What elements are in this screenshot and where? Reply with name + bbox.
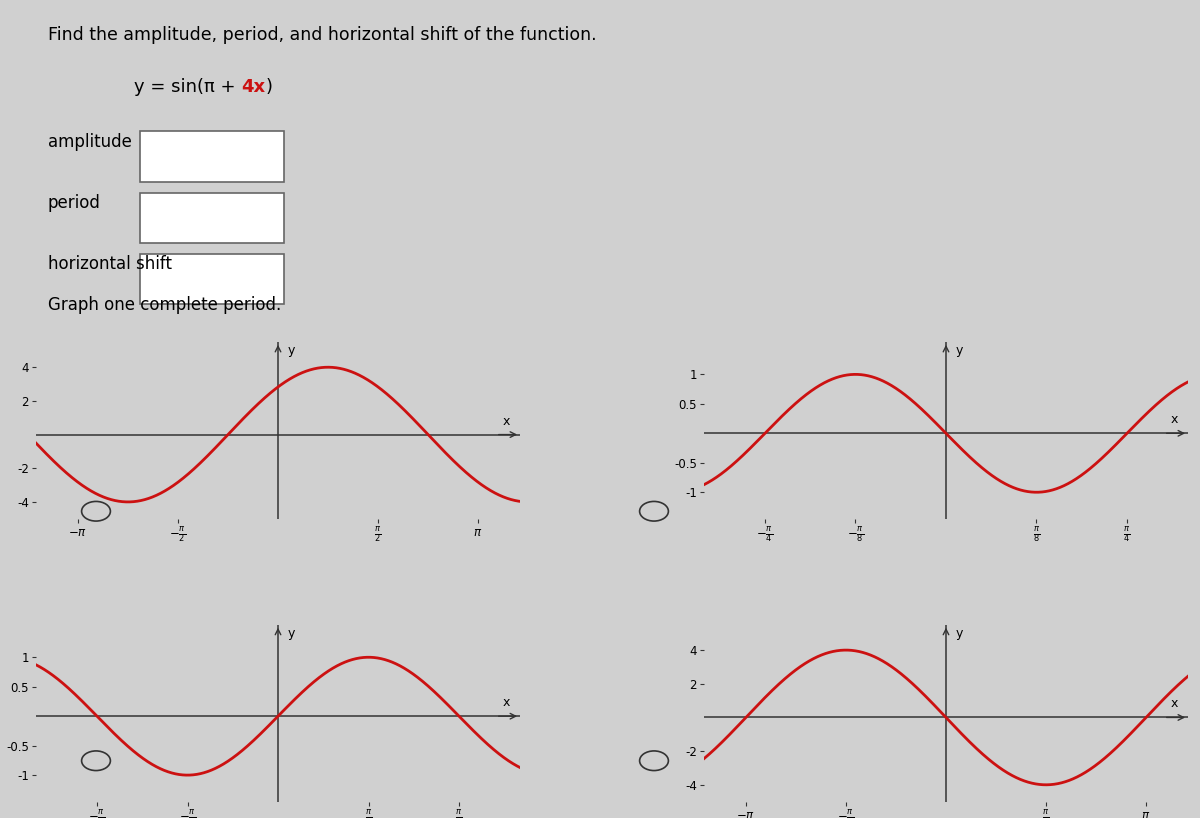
Text: y: y [955, 344, 964, 357]
Text: horizontal shift: horizontal shift [48, 255, 172, 273]
FancyBboxPatch shape [139, 131, 283, 182]
Text: ): ) [265, 78, 272, 96]
Text: y: y [288, 627, 295, 640]
Text: y: y [288, 344, 295, 357]
Text: π +: π + [204, 78, 241, 96]
Text: x: x [1171, 698, 1178, 710]
Text: x: x [1171, 413, 1178, 426]
Text: y: y [955, 627, 964, 640]
Text: amplitude: amplitude [48, 133, 131, 151]
Text: y = sin(: y = sin( [134, 78, 204, 96]
Text: period: period [48, 194, 101, 212]
Text: x: x [503, 415, 510, 428]
Text: x: x [503, 696, 510, 709]
Text: Graph one complete period.: Graph one complete period. [48, 295, 281, 313]
FancyBboxPatch shape [139, 254, 283, 304]
FancyBboxPatch shape [139, 192, 283, 243]
Text: 4x: 4x [241, 78, 265, 96]
Text: Find the amplitude, period, and horizontal shift of the function.: Find the amplitude, period, and horizont… [48, 25, 596, 43]
